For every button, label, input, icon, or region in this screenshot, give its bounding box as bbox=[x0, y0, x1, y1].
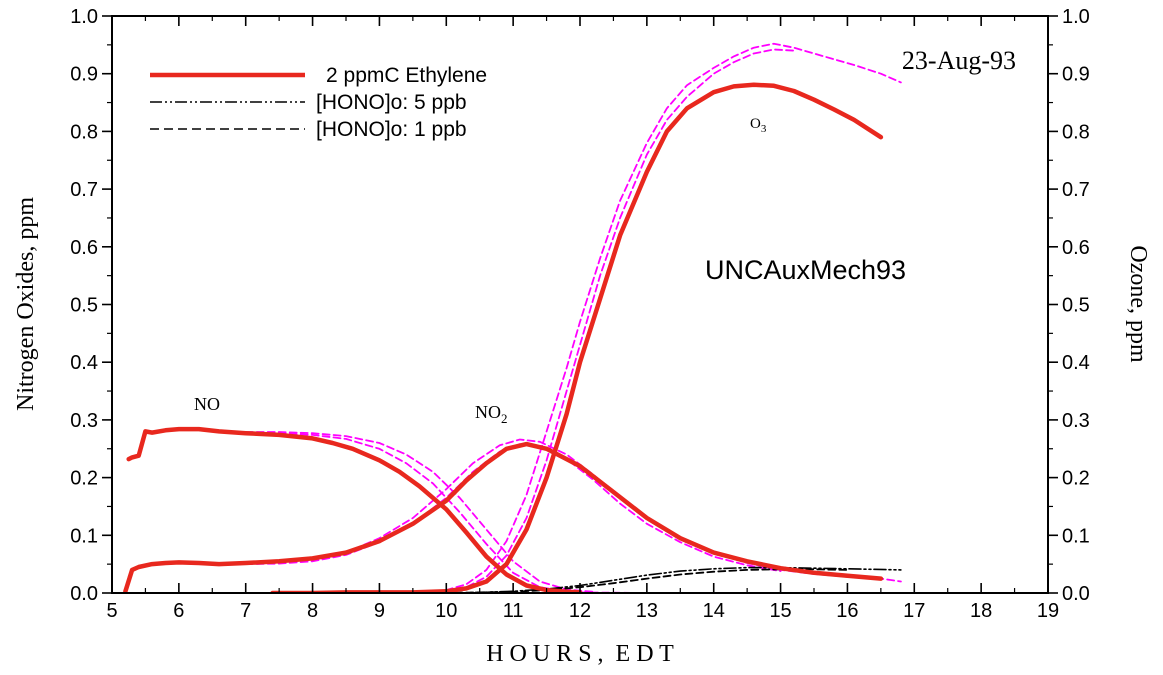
legend: 2 ppmC Ethylene [HONO]o: 5 ppb [HONO]o: … bbox=[150, 64, 487, 141]
y-tick-label-right: 1.0 bbox=[1062, 6, 1090, 28]
y-tick-label-right: 0.2 bbox=[1062, 468, 1090, 490]
x-tick-label: 12 bbox=[569, 600, 591, 622]
x-tick-label: 7 bbox=[240, 600, 251, 622]
y-tick-label-left: 0.1 bbox=[70, 525, 98, 547]
x-tick-label: 16 bbox=[836, 600, 858, 622]
series-line-no-2-ppmc-ethylene bbox=[126, 426, 583, 593]
y-tick-label-left: 0.8 bbox=[70, 121, 98, 143]
y-tick-label-left: 0.6 bbox=[70, 237, 98, 259]
no-annotation: NO bbox=[194, 394, 220, 414]
model-label: UNCAuxMech93 bbox=[705, 255, 906, 285]
legend-label-hono5: [HONO]o: 5 ppb bbox=[316, 91, 467, 114]
y-tick-label-left: 0.0 bbox=[70, 583, 98, 605]
y-tick-label-right: 0.7 bbox=[1062, 179, 1090, 201]
series-line-o3-model-a bbox=[411, 42, 902, 593]
x-tick-label: 6 bbox=[173, 600, 184, 622]
y-tick-label-right: 0.1 bbox=[1062, 525, 1090, 547]
y-tick-label-left: 0.5 bbox=[70, 295, 98, 317]
legend-label-hono1: [HONO]o: 1 ppb bbox=[316, 118, 467, 141]
y-tick-label-left: 0.3 bbox=[70, 410, 98, 432]
series-line-no-model-b bbox=[244, 432, 595, 593]
y-tick-label-right: 0.5 bbox=[1062, 295, 1090, 317]
x-tick-label: 9 bbox=[374, 600, 385, 622]
series-line-no-model-a bbox=[244, 431, 595, 593]
y-tick-label-right: 0.0 bbox=[1062, 583, 1090, 605]
x-axis-title: H O U R S , E D T bbox=[486, 641, 674, 667]
y-tick-label-right: 0.6 bbox=[1062, 237, 1090, 259]
x-tick-label: 5 bbox=[106, 600, 117, 622]
y-tick-label-right: 0.8 bbox=[1062, 121, 1090, 143]
series-line-o3-model-b bbox=[411, 48, 795, 593]
no2-annotation: NO2 bbox=[475, 402, 508, 426]
x-tick-label: 10 bbox=[435, 600, 457, 622]
y-tick-label-right: 0.4 bbox=[1062, 352, 1090, 374]
x-tick-label: 8 bbox=[307, 600, 318, 622]
y-tick-label-left: 1.0 bbox=[70, 6, 98, 28]
x-tick-label: 14 bbox=[703, 600, 725, 622]
x-tick-label: 19 bbox=[1037, 600, 1059, 622]
o3-annotation: O3 bbox=[750, 116, 767, 135]
x-tick-label: 13 bbox=[636, 600, 658, 622]
y-tick-label-left: 0.2 bbox=[70, 468, 98, 490]
date-label: 23-Aug-93 bbox=[902, 46, 1016, 75]
series-line-no2-2-ppmc-ethylene bbox=[123, 441, 884, 593]
labels-layer: 5 6 7 8 9 10 11 12 13 14 15 16 17 18 190.0 0.00.1 0.10.2… bbox=[70, 6, 1090, 622]
x-tick-label: 18 bbox=[970, 600, 992, 622]
y-tick-label-right: 0.9 bbox=[1062, 64, 1090, 86]
x-tick-label: 11 bbox=[503, 600, 524, 622]
series-layer bbox=[123, 42, 902, 593]
series-line-o3-2-ppmc-ethylene bbox=[270, 82, 884, 593]
y-tick-label-left: 0.9 bbox=[70, 64, 98, 86]
y-tick-label-right: 0.3 bbox=[1062, 410, 1090, 432]
no2-sub: 2 bbox=[501, 411, 508, 426]
x-tick-label: 15 bbox=[769, 600, 791, 622]
y-axis-title-right: Ozone, ppm bbox=[1125, 245, 1151, 363]
y-tick-label-left: 0.4 bbox=[70, 352, 98, 374]
legend-label-ethylene: 2 ppmC Ethylene bbox=[326, 64, 487, 87]
y-axis-title-left: Nitrogen Oxides, ppm bbox=[13, 197, 39, 411]
o3-base: O bbox=[750, 116, 761, 132]
x-tick-label: 17 bbox=[903, 600, 925, 622]
o3-sub: 3 bbox=[761, 123, 767, 135]
y-tick-label-left: 0.7 bbox=[70, 179, 98, 201]
ticks-layer bbox=[102, 15, 1058, 594]
no2-base: NO bbox=[475, 402, 501, 422]
series-line-hono-1-ppb bbox=[124, 568, 849, 593]
